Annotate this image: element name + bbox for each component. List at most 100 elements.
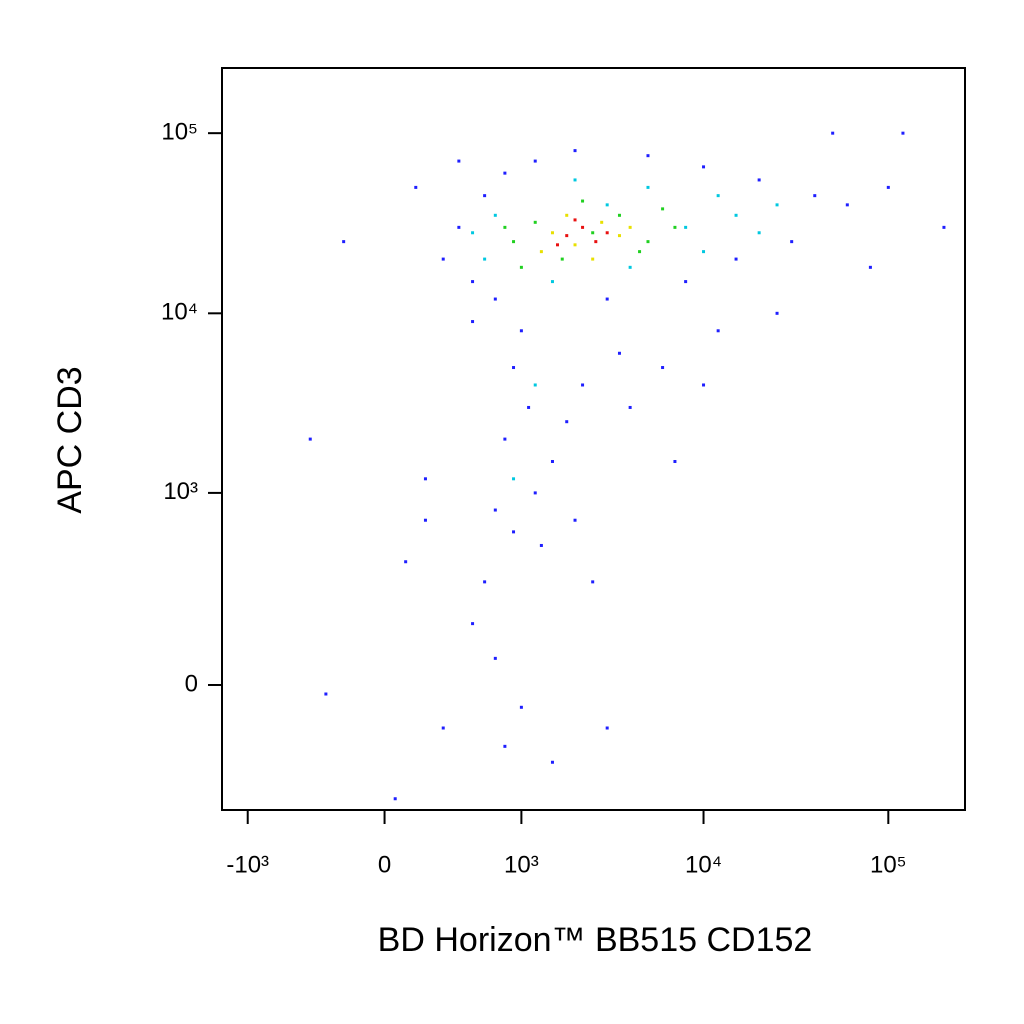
event-dot	[628, 405, 632, 409]
event-dot	[617, 213, 621, 217]
event-dot	[342, 240, 346, 244]
event-dot	[646, 240, 650, 244]
event-dot	[503, 744, 507, 748]
event-dot	[702, 250, 706, 254]
event-dot	[414, 185, 418, 189]
event-dot	[503, 225, 507, 229]
event-dot	[581, 199, 585, 203]
event-dot	[533, 159, 537, 163]
event-dot	[493, 508, 497, 512]
event-dot	[573, 243, 577, 247]
event-dot	[684, 280, 688, 284]
event-dot	[539, 543, 543, 547]
y-tick-label: 0	[185, 670, 198, 697]
event-dot	[565, 213, 569, 217]
event-dot	[493, 656, 497, 660]
y-tick-label: 10⁴	[161, 299, 198, 326]
event-dot	[845, 203, 849, 207]
event-dot	[493, 297, 497, 301]
x-tick-label: -10³	[226, 851, 269, 878]
event-dot	[734, 257, 738, 261]
event-dot	[404, 560, 408, 564]
plot-frame	[221, 67, 966, 811]
event-dot	[533, 383, 537, 387]
x-tick-label: 10³	[504, 851, 539, 878]
event-dot	[594, 240, 598, 244]
event-dot	[628, 225, 632, 229]
x-tick-label: 0	[378, 851, 391, 878]
event-dot	[441, 726, 445, 730]
event-dot	[638, 250, 642, 254]
event-dot	[605, 297, 609, 301]
x-tick-label: 10⁵	[870, 851, 907, 878]
event-dot	[673, 459, 677, 463]
event-dot	[512, 240, 516, 244]
event-dot	[617, 351, 621, 355]
event-dot	[702, 165, 706, 169]
event-dot	[790, 240, 794, 244]
event-dot	[886, 185, 890, 189]
event-dot	[605, 726, 609, 730]
event-dot	[673, 225, 677, 229]
event-dot	[457, 159, 461, 163]
event-dot	[702, 383, 706, 387]
event-dot	[716, 329, 720, 333]
event-dot	[646, 185, 650, 189]
event-dot	[757, 231, 761, 235]
event-dot	[308, 437, 312, 441]
event-dot	[605, 231, 609, 235]
y-axis-title: APC CD3	[51, 366, 89, 513]
event-dot	[550, 760, 554, 764]
event-dot	[550, 231, 554, 235]
event-dot	[591, 580, 595, 584]
event-dot	[573, 178, 577, 182]
event-dot	[550, 459, 554, 463]
event-dot	[519, 265, 523, 269]
event-dot	[556, 243, 560, 247]
event-dot	[441, 257, 445, 261]
event-dot	[581, 383, 585, 387]
event-dot	[600, 220, 604, 224]
event-dot	[519, 329, 523, 333]
event-dot	[533, 491, 537, 495]
event-dot	[942, 225, 946, 229]
event-dot	[471, 280, 475, 284]
x-tick-label: 10⁴	[685, 851, 722, 878]
event-dot	[512, 530, 516, 534]
event-dot	[324, 692, 328, 696]
event-dot	[457, 225, 461, 229]
y-tick-label: 10³	[163, 478, 198, 505]
event-dot	[646, 154, 650, 158]
event-dot	[901, 131, 905, 135]
event-dot	[775, 311, 779, 315]
event-dot	[503, 171, 507, 175]
event-dot	[605, 203, 609, 207]
event-dot	[539, 250, 543, 254]
event-dot	[757, 178, 761, 182]
x-axis-title: BD Horizon™ BB515 CD152	[378, 921, 813, 959]
event-dot	[573, 149, 577, 153]
event-dot	[503, 437, 507, 441]
event-dot	[393, 797, 397, 801]
event-dot	[661, 366, 665, 370]
event-dot	[483, 580, 487, 584]
event-dot	[734, 213, 738, 217]
event-dot	[512, 366, 516, 370]
event-dot	[573, 218, 577, 222]
event-dot	[527, 405, 531, 409]
event-dot	[493, 213, 497, 217]
event-dot	[483, 257, 487, 261]
event-dot	[581, 225, 585, 229]
event-dot	[661, 207, 665, 211]
event-dot	[813, 194, 817, 198]
event-dot	[471, 231, 475, 235]
event-dot	[565, 234, 569, 238]
event-dot	[423, 518, 427, 522]
event-dot	[533, 220, 537, 224]
event-dot	[560, 257, 564, 261]
event-dot	[591, 257, 595, 261]
event-dot	[617, 234, 621, 238]
event-dot	[684, 225, 688, 229]
event-dot	[423, 477, 427, 481]
